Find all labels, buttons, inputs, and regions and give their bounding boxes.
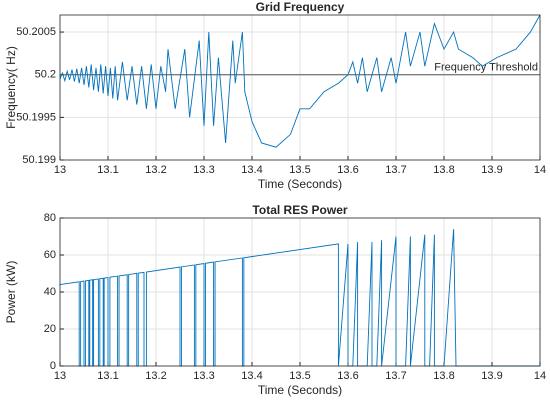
y-tick-label: 50.199: [22, 154, 56, 166]
x-tick-label: 13.7: [385, 164, 406, 176]
x-tick-label: 13.2: [145, 370, 166, 382]
data-line: [59, 14, 541, 148]
x-tick-label: 13.4: [241, 164, 262, 176]
y-tick-label: 60: [44, 249, 56, 261]
threshold-label: Frequency Threshold: [434, 62, 538, 74]
x-tick-label: 14: [534, 164, 546, 176]
x-tick-label: 13.9: [481, 164, 502, 176]
x-tick-label: 13.4: [241, 370, 262, 382]
chart-title: Grid Frequency: [256, 0, 345, 14]
x-tick-label: 13.6: [337, 164, 358, 176]
x-tick-label: 13.1: [97, 370, 118, 382]
x-tick-label: 13: [54, 164, 66, 176]
y-tick-label: 80: [44, 212, 56, 224]
y-tick-label: 50.2: [35, 69, 56, 81]
x-tick-label: 13.3: [193, 164, 214, 176]
x-tick-label: 14: [534, 370, 546, 382]
y-tick-label: 0: [50, 360, 56, 372]
axes-box: [59, 14, 541, 161]
y-tick-label: 20: [44, 323, 56, 335]
x-tick-label: 13.5: [289, 164, 310, 176]
x-tick-label: 13.1: [97, 164, 118, 176]
y-tick-label: 50.1995: [16, 111, 56, 123]
y-axis-label: Power (kW): [4, 261, 18, 324]
y-tick-label: 50.2005: [16, 26, 56, 38]
x-tick-label: 13.6: [337, 370, 358, 382]
axes-box: [59, 217, 541, 367]
data-line: [59, 229, 540, 367]
x-tick-label: 13.3: [193, 370, 214, 382]
x-tick-label: 13.7: [385, 370, 406, 382]
x-tick-label: 13.2: [145, 164, 166, 176]
y-tick-label: 40: [44, 286, 56, 298]
x-tick-label: 13.5: [289, 370, 310, 382]
x-tick-label: 13: [54, 370, 66, 382]
x-tick-label: 13.8: [433, 370, 454, 382]
x-axis-label: Time (Seconds): [258, 383, 342, 397]
chart-title: Total RES Power: [252, 203, 347, 217]
x-axis-label: Time (Seconds): [258, 177, 342, 191]
y-axis-label: Frequency( Hz): [4, 46, 18, 129]
x-tick-label: 13.8: [433, 164, 454, 176]
x-tick-label: 13.9: [481, 370, 502, 382]
